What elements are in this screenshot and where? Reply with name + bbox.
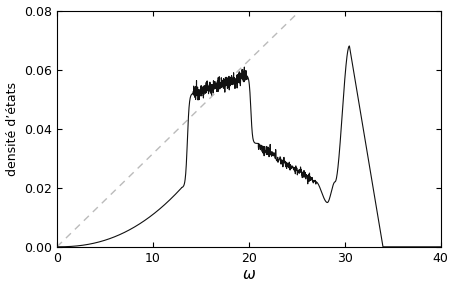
X-axis label: ω: ω <box>242 268 255 283</box>
Y-axis label: densité d’états: densité d’états <box>5 82 19 176</box>
